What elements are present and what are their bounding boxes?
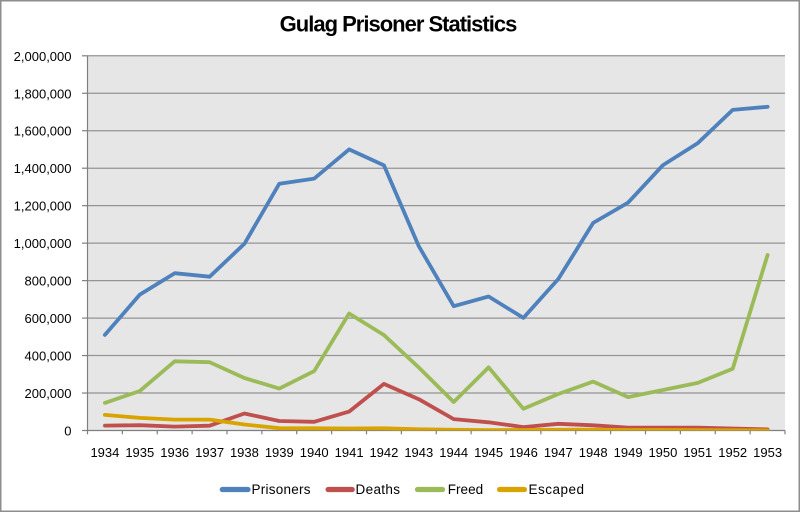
svg-text:1940: 1940	[300, 445, 329, 460]
svg-text:Gulag Prisoner Statistics: Gulag Prisoner Statistics	[280, 12, 517, 37]
svg-text:1941: 1941	[335, 445, 364, 460]
svg-text:600,000: 600,000	[25, 311, 72, 326]
svg-text:Prisoners: Prisoners	[252, 482, 311, 497]
svg-text:1,200,000: 1,200,000	[14, 199, 72, 214]
svg-text:1943: 1943	[404, 445, 433, 460]
svg-text:1948: 1948	[579, 445, 608, 460]
svg-text:1,800,000: 1,800,000	[14, 86, 72, 101]
svg-text:1952: 1952	[718, 445, 747, 460]
svg-text:1947: 1947	[544, 445, 573, 460]
svg-text:800,000: 800,000	[25, 274, 72, 289]
svg-text:Escaped: Escaped	[529, 482, 585, 497]
svg-text:1935: 1935	[125, 445, 154, 460]
svg-text:1949: 1949	[614, 445, 643, 460]
svg-text:400,000: 400,000	[25, 349, 72, 364]
svg-text:2,000,000: 2,000,000	[14, 49, 72, 64]
svg-text:200,000: 200,000	[25, 386, 72, 401]
svg-text:Freed: Freed	[448, 482, 483, 497]
svg-text:1937: 1937	[195, 445, 224, 460]
svg-text:1942: 1942	[369, 445, 398, 460]
svg-text:1934: 1934	[90, 445, 119, 460]
svg-text:1951: 1951	[683, 445, 712, 460]
svg-text:1945: 1945	[474, 445, 503, 460]
svg-text:1944: 1944	[439, 445, 468, 460]
svg-text:1950: 1950	[648, 445, 677, 460]
svg-text:1936: 1936	[160, 445, 189, 460]
svg-text:1939: 1939	[265, 445, 294, 460]
svg-text:1,000,000: 1,000,000	[14, 236, 72, 251]
svg-text:1953: 1953	[753, 445, 782, 460]
svg-text:0: 0	[64, 424, 71, 439]
svg-text:1938: 1938	[230, 445, 259, 460]
svg-text:1,600,000: 1,600,000	[14, 124, 72, 139]
svg-text:1946: 1946	[509, 445, 538, 460]
svg-text:1,400,000: 1,400,000	[14, 161, 72, 176]
svg-text:Deaths: Deaths	[356, 482, 401, 497]
